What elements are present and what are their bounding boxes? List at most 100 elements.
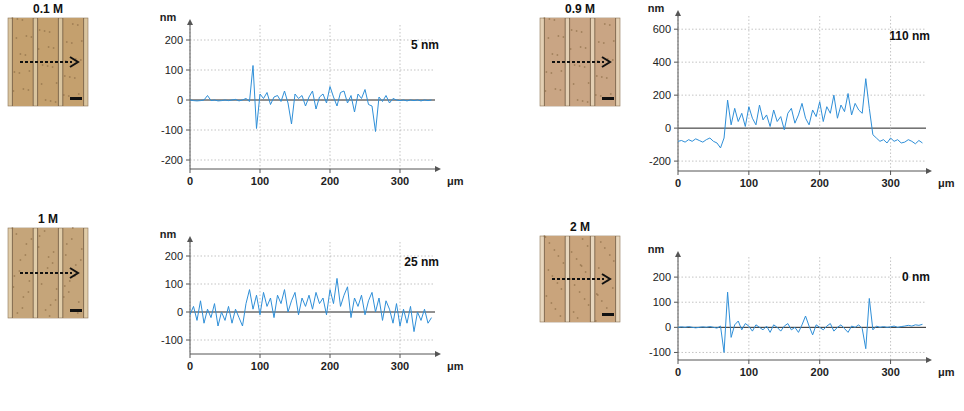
y-tick-label: 0 xyxy=(177,94,183,106)
scale-bar xyxy=(602,97,614,100)
texture-dot xyxy=(56,82,58,84)
y-grid xyxy=(190,284,435,285)
texture-dot xyxy=(570,48,572,50)
x-tick xyxy=(400,169,401,173)
y-grid xyxy=(190,130,435,131)
texture-dot xyxy=(47,267,49,269)
x-tick xyxy=(890,171,891,175)
texture-dot xyxy=(52,262,54,264)
y-axis-title: nm xyxy=(160,228,177,240)
texture-dot xyxy=(19,270,21,272)
x-axis-arrow xyxy=(435,166,441,172)
x-tick-label: 100 xyxy=(740,177,758,189)
figure: 0.1 M-200-10001002000100200300μmnm5 nm0.… xyxy=(0,0,964,411)
texture-dot xyxy=(561,70,563,72)
texture-dot xyxy=(552,275,554,277)
y-tick xyxy=(186,256,190,257)
texture-dot xyxy=(25,54,27,56)
scan-arrow-head xyxy=(70,268,78,278)
texture-dot xyxy=(71,42,73,44)
x-tick xyxy=(748,171,749,175)
texture-dot xyxy=(78,93,80,95)
texture-dot xyxy=(80,59,82,61)
y-tick xyxy=(186,312,190,313)
texture-dot xyxy=(574,64,576,66)
texture-dot xyxy=(64,285,66,287)
texture-dot xyxy=(50,100,52,102)
texture-dot xyxy=(609,24,611,26)
x-tick-label: 100 xyxy=(740,366,758,378)
y-tick-label: -100 xyxy=(649,346,671,358)
y-tick xyxy=(186,160,190,161)
texture-dot xyxy=(573,83,575,85)
y-tick-label: 100 xyxy=(165,278,183,290)
panel-title: 0.1 M xyxy=(33,2,63,16)
texture-dot xyxy=(52,66,54,68)
x-grid xyxy=(330,242,331,354)
texture-dot xyxy=(23,88,25,90)
texture-dot xyxy=(42,64,44,66)
plot: -20002004006000100200300μmnm110 nm xyxy=(648,2,955,189)
texture-dot xyxy=(604,23,606,25)
texture-dot xyxy=(28,89,30,91)
x-grid xyxy=(260,242,261,354)
texture-dot xyxy=(613,40,615,42)
y-tick xyxy=(674,62,678,63)
x-tick-label: 300 xyxy=(391,360,409,372)
texture-dot xyxy=(66,243,68,245)
micrograph-bg xyxy=(8,228,88,318)
stripe-edge xyxy=(12,18,13,106)
texture-dot xyxy=(14,275,16,277)
x-tick xyxy=(678,360,679,364)
texture-dot xyxy=(31,36,33,38)
profile-line xyxy=(678,79,922,148)
texture-dot xyxy=(557,282,559,284)
texture-dot xyxy=(26,35,28,37)
x-tick-label: 0 xyxy=(675,177,681,189)
micrograph-bg xyxy=(540,236,620,322)
stripe-edge xyxy=(590,18,591,106)
texture-dot xyxy=(63,296,65,298)
y-axis-arrow xyxy=(187,19,193,25)
x-tick xyxy=(330,169,331,173)
texture-dot xyxy=(552,53,554,55)
texture-dot xyxy=(571,29,573,31)
scan-arrow xyxy=(20,272,72,274)
texture-dot xyxy=(44,230,46,232)
plot: -10001002000100200300μmnm25 nm xyxy=(160,228,464,372)
texture-dot xyxy=(595,320,597,322)
y-axis-title: nm xyxy=(160,11,177,23)
texture-dot xyxy=(604,247,606,249)
texture-dot xyxy=(68,95,70,97)
y-tick-label: 0 xyxy=(665,122,671,134)
texture-dot xyxy=(544,235,546,237)
y-tick-label: 100 xyxy=(165,64,183,76)
texture-dot xyxy=(576,30,578,32)
texture-dot xyxy=(38,246,40,248)
stripe-edge xyxy=(615,18,616,106)
texture-dot xyxy=(551,302,553,304)
texture-dot xyxy=(546,295,548,297)
y-grid xyxy=(190,160,435,161)
texture-dot xyxy=(14,71,16,73)
texture-dot xyxy=(581,265,583,267)
stripe-edge xyxy=(83,18,84,106)
micrograph xyxy=(8,17,88,106)
y-tick xyxy=(674,352,678,353)
texture-dot xyxy=(29,70,31,72)
y-grid xyxy=(678,277,926,278)
y-grid xyxy=(190,40,435,41)
texture-dot xyxy=(41,283,43,285)
y-tick-label: 200 xyxy=(165,34,183,46)
texture-dot xyxy=(49,315,51,317)
y-axis-arrow xyxy=(675,251,681,257)
texture-dot xyxy=(47,65,49,67)
texture-dot xyxy=(13,90,15,92)
texture-dot xyxy=(610,93,612,95)
texture-dot xyxy=(549,242,551,244)
texture-dot xyxy=(580,264,582,266)
y-grid xyxy=(678,128,926,129)
texture-dot xyxy=(573,311,575,313)
x-tick xyxy=(890,360,891,364)
y-tick-label: -200 xyxy=(649,155,671,167)
